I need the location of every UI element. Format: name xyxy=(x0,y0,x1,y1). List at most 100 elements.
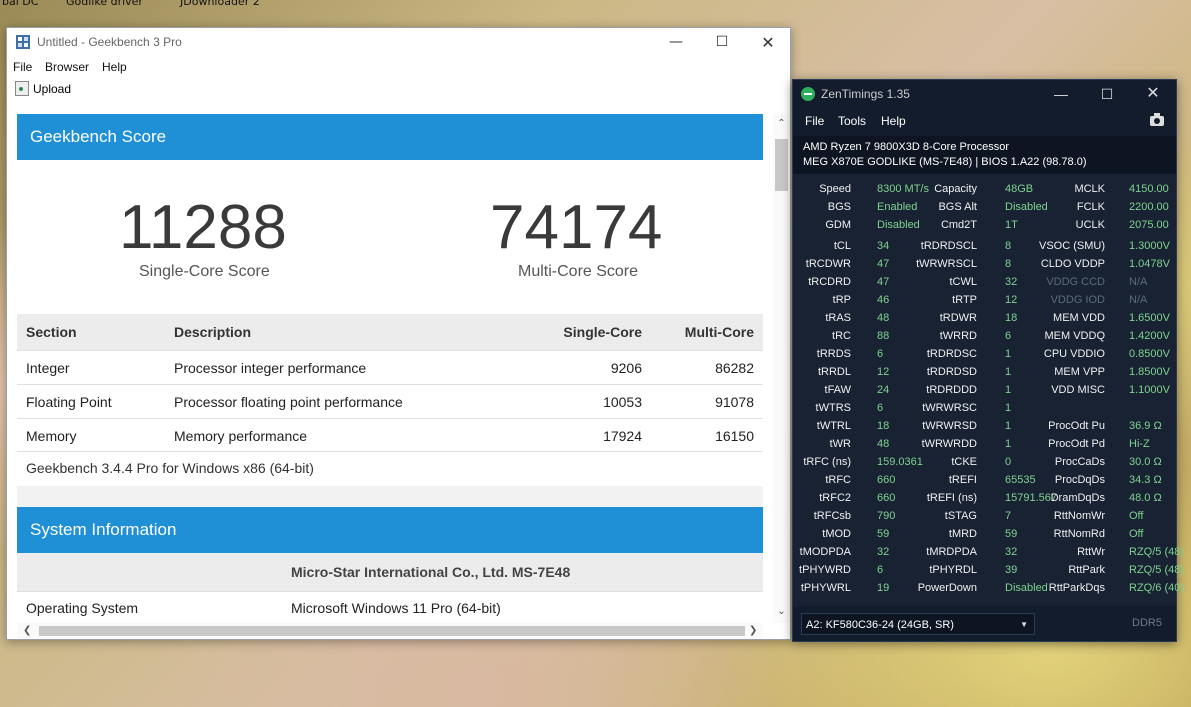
timing-label: tMRD xyxy=(948,528,977,540)
timing-value: 47 xyxy=(877,276,890,288)
timing-value: RZQ/5 (48) xyxy=(1129,546,1185,558)
single-core-score: 11288 xyxy=(119,193,287,262)
timing-label: tWTRS xyxy=(815,402,851,414)
horizontal-scrollbar[interactable]: ❮ ❯ xyxy=(17,623,763,639)
table-row: Memory Memory performance 17924 16150 xyxy=(17,418,763,452)
desktop-label[interactable]: bal DC xyxy=(2,0,39,8)
dimm-select[interactable]: A2: KF580C36-24 (24GB, SR) ▼ xyxy=(801,613,1035,635)
os-value: Microsoft Windows 11 Pro (64-bit) xyxy=(291,600,501,616)
dimm-select-value: A2: KF580C36-24 (24GB, SR) xyxy=(806,619,954,631)
scroll-right-icon[interactable]: ❯ xyxy=(749,625,758,636)
timing-value: 6 xyxy=(877,564,884,576)
table-header-row: Section Description Single-Core Multi-Co… xyxy=(17,314,763,351)
menu-help[interactable]: Help xyxy=(102,60,127,74)
title-bar[interactable]: ZenTimings 1.35 — ☐ ✕ xyxy=(793,80,1176,108)
menu-help[interactable]: Help xyxy=(881,114,906,128)
timing-label: tRCDWR xyxy=(805,258,851,270)
menu-browser[interactable]: Browser xyxy=(45,60,90,74)
timing-value: 48 xyxy=(877,438,890,450)
timing-value: 34.3 Ω xyxy=(1129,474,1162,486)
table-row: Integer Processor integer performance 92… xyxy=(17,350,763,385)
description-cell: Memory performance xyxy=(165,418,523,452)
col-multi-core: Multi-Core xyxy=(651,314,763,351)
single-core-cell: 10053 xyxy=(523,384,651,419)
single-core-label: Single-Core Score xyxy=(139,263,270,280)
timing-label: tPHYRDL xyxy=(929,564,977,576)
timing-value: 8300 MT/s xyxy=(877,183,929,195)
timing-value: Disabled xyxy=(877,219,920,231)
timing-value: 59 xyxy=(877,528,890,540)
timing-label: RttNomWr xyxy=(1053,510,1105,522)
timing-value: 30.0 Ω xyxy=(1129,456,1162,468)
timing-label: Capacity xyxy=(934,183,977,195)
timing-label: tPHYWRL xyxy=(800,582,851,594)
vertical-scroll-thumb[interactable] xyxy=(775,139,788,191)
timing-label: tRFCsb xyxy=(813,510,851,522)
camera-icon[interactable] xyxy=(1150,113,1164,126)
minimize-button[interactable]: — xyxy=(669,34,683,50)
close-button[interactable]: ✕ xyxy=(761,33,775,52)
horizontal-scroll-thumb[interactable] xyxy=(39,626,745,636)
timing-label: FCLK xyxy=(1076,201,1105,213)
toolbar: Upload xyxy=(7,77,790,101)
timing-label: tWRWRDD xyxy=(921,438,977,450)
col-section: Section xyxy=(17,314,165,351)
title-bar[interactable]: Untitled - Geekbench 3 Pro — ☐ ✕ xyxy=(7,28,790,57)
timing-value: 4150.00 xyxy=(1129,183,1169,195)
timing-label: tRAS xyxy=(825,312,851,324)
timing-value: 18 xyxy=(877,420,890,432)
multi-core-score: 74174 xyxy=(490,193,663,262)
maximize-button[interactable]: ☐ xyxy=(715,34,729,50)
timing-label: CPU VDDIO xyxy=(1043,348,1105,360)
system-model: Micro-Star International Co., Ltd. MS-7E… xyxy=(291,564,571,580)
timing-value: 12 xyxy=(877,366,890,378)
maximize-button[interactable]: ☐ xyxy=(1100,86,1114,102)
scroll-left-icon[interactable]: ❮ xyxy=(23,625,32,636)
window-title: Untitled - Geekbench 3 Pro xyxy=(37,35,182,49)
timing-value: 0 xyxy=(1005,456,1012,468)
timing-label: tMODPDA xyxy=(799,546,851,558)
timing-value: 34 xyxy=(877,240,890,252)
timing-label: tRFC (ns) xyxy=(803,456,851,468)
menu-file[interactable]: File xyxy=(805,114,825,128)
description-cell: Processor integer performance xyxy=(165,350,523,385)
timing-value: 32 xyxy=(877,546,890,558)
minimize-button[interactable]: — xyxy=(1054,86,1068,102)
timing-label: tSTAG xyxy=(944,510,977,522)
timing-value: Off xyxy=(1129,528,1144,540)
close-button[interactable]: ✕ xyxy=(1146,85,1160,102)
score-card: Geekbench Score 11288 Single-Core Score … xyxy=(17,114,763,486)
timing-label: tRDRDSC xyxy=(926,348,977,360)
menu-tools[interactable]: Tools xyxy=(838,114,867,128)
upload-label: Upload xyxy=(33,81,72,96)
multi-core-cell: 91078 xyxy=(651,384,763,419)
section-cell: Memory xyxy=(17,418,165,452)
system-info-card: System Information Micro-Star Internatio… xyxy=(17,507,763,623)
vertical-scrollbar[interactable]: ⌃ ⌄ xyxy=(773,114,790,623)
upload-button[interactable]: Upload xyxy=(15,81,71,96)
desktop-label[interactable]: Godlike driver xyxy=(66,0,143,8)
timing-value: 1 xyxy=(1005,366,1012,378)
timing-label: VSOC (SMU) xyxy=(1039,240,1105,252)
timing-label: ProcDqDs xyxy=(1054,474,1105,486)
timing-label: MCLK xyxy=(1074,183,1105,195)
timing-label: tFAW xyxy=(824,384,851,396)
timing-label: VDDG CCD xyxy=(1046,276,1105,288)
timing-label: tREFI xyxy=(948,474,977,486)
timing-label: CLDO VDDP xyxy=(1040,258,1105,270)
scroll-down-icon[interactable]: ⌄ xyxy=(777,606,786,617)
timing-label: DramDqDs xyxy=(1050,492,1105,504)
timing-value: 24 xyxy=(877,384,890,396)
timing-value: 48.0 Ω xyxy=(1129,492,1162,504)
geekbench-window: Untitled - Geekbench 3 Pro — ☐ ✕ File Br… xyxy=(6,27,791,640)
timing-label: tRDRDDD xyxy=(926,384,977,396)
scroll-up-icon[interactable]: ⌃ xyxy=(777,118,786,129)
timing-value: 7 xyxy=(1005,510,1012,522)
menu-file[interactable]: File xyxy=(13,60,33,74)
timing-label: MEM VDD xyxy=(1053,312,1105,324)
timing-label: tRP xyxy=(832,294,851,306)
os-label: Operating System xyxy=(26,600,139,616)
desktop-label[interactable]: JDownloader 2 xyxy=(180,0,260,8)
timing-label: tCKE xyxy=(951,456,977,468)
timing-label: tRDRDSCL xyxy=(920,240,977,252)
